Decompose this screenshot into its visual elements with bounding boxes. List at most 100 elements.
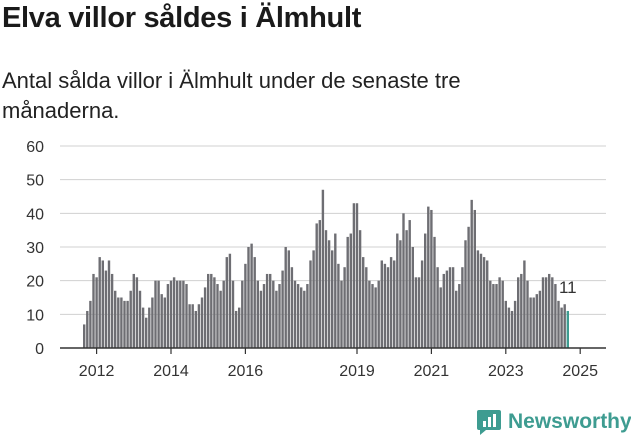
bar bbox=[179, 280, 182, 348]
bar bbox=[405, 230, 408, 348]
y-axis-labels: 0 10 20 30 40 50 60 bbox=[26, 139, 44, 358]
bar bbox=[86, 310, 89, 348]
bar bbox=[300, 287, 303, 348]
x-axis-labels: 2012 2014 2016 2019 2021 2023 2025 bbox=[79, 363, 598, 380]
bar bbox=[132, 273, 135, 348]
bar bbox=[92, 273, 95, 348]
bar bbox=[560, 307, 563, 348]
bar bbox=[507, 307, 511, 348]
bar bbox=[343, 267, 346, 348]
bar bbox=[148, 307, 151, 348]
x-tick-label: 2019 bbox=[339, 363, 375, 380]
newsworthy-brand: Newsworthy bbox=[476, 408, 631, 436]
bar bbox=[368, 280, 371, 348]
bar bbox=[104, 270, 108, 348]
page-title: Elva villor såldes i Älmhult bbox=[2, 2, 362, 34]
bar bbox=[563, 304, 566, 348]
bar bbox=[315, 223, 318, 348]
bar bbox=[234, 310, 238, 348]
bar bbox=[287, 250, 290, 348]
bar bbox=[250, 243, 253, 348]
bar bbox=[535, 294, 538, 348]
x-tick-label: 2012 bbox=[79, 363, 115, 380]
bar bbox=[467, 226, 470, 348]
bar bbox=[510, 310, 514, 348]
bar bbox=[520, 273, 523, 348]
y-tick-label: 0 bbox=[35, 341, 44, 358]
bar bbox=[188, 304, 191, 348]
y-tick-label: 10 bbox=[26, 307, 44, 324]
bar bbox=[327, 240, 331, 348]
x-tick-label: 2025 bbox=[562, 363, 598, 380]
page-subtitle: Antal sålda villor i Älmhult under de se… bbox=[2, 68, 461, 123]
bar bbox=[253, 257, 256, 348]
bar bbox=[436, 267, 439, 348]
bar bbox=[154, 280, 157, 348]
bar bbox=[362, 257, 365, 348]
bar bbox=[98, 257, 101, 348]
bar bbox=[169, 280, 173, 348]
x-axis-ticks bbox=[95, 348, 581, 354]
bar bbox=[185, 284, 188, 348]
y-tick-label: 50 bbox=[26, 173, 44, 190]
bar bbox=[498, 277, 501, 348]
bar bbox=[386, 267, 390, 348]
bar bbox=[324, 230, 328, 348]
bar bbox=[517, 277, 520, 348]
bar bbox=[107, 260, 111, 348]
bar bbox=[238, 307, 241, 348]
bar bbox=[141, 307, 145, 348]
bar bbox=[194, 310, 197, 348]
bar bbox=[219, 290, 222, 348]
bar bbox=[476, 250, 480, 348]
bar bbox=[191, 304, 194, 348]
bar bbox=[197, 304, 201, 348]
bar bbox=[411, 247, 414, 348]
bar bbox=[427, 206, 430, 348]
bar bbox=[95, 277, 98, 348]
bar bbox=[256, 280, 259, 348]
bar bbox=[479, 253, 483, 348]
bar bbox=[458, 284, 461, 348]
bar bbox=[482, 257, 486, 348]
x-tick-label: 2023 bbox=[488, 363, 524, 380]
bar bbox=[389, 257, 393, 348]
bar bbox=[203, 287, 207, 348]
bar bbox=[424, 233, 427, 348]
bar bbox=[210, 273, 213, 348]
bar bbox=[396, 233, 399, 348]
bar bbox=[225, 257, 228, 348]
bar bbox=[473, 209, 476, 348]
bar bbox=[541, 277, 545, 348]
bar bbox=[340, 280, 343, 348]
bar bbox=[331, 250, 334, 348]
bar bbox=[554, 284, 557, 348]
bar bbox=[358, 230, 362, 348]
bar bbox=[439, 287, 442, 348]
bar bbox=[513, 300, 517, 348]
bar bbox=[278, 284, 281, 348]
brand-label: Newsworthy bbox=[508, 410, 631, 433]
bar bbox=[529, 297, 532, 348]
latest-value-label: 11 bbox=[559, 278, 577, 297]
bar bbox=[123, 300, 126, 348]
bar bbox=[303, 290, 306, 348]
bar bbox=[374, 287, 377, 348]
bar bbox=[182, 280, 185, 348]
bar bbox=[114, 290, 117, 348]
bar bbox=[83, 324, 86, 348]
bar bbox=[538, 290, 542, 348]
bar bbox=[489, 280, 492, 348]
bar bbox=[492, 284, 495, 348]
bar bbox=[129, 290, 132, 348]
bar bbox=[163, 297, 166, 348]
bar bbox=[135, 277, 139, 348]
bar bbox=[207, 273, 210, 348]
bar bbox=[259, 290, 263, 348]
bar bbox=[293, 280, 297, 348]
bar bbox=[110, 273, 114, 348]
bar bbox=[269, 273, 272, 348]
bar bbox=[176, 280, 179, 348]
x-tick-label: 2016 bbox=[228, 363, 264, 380]
